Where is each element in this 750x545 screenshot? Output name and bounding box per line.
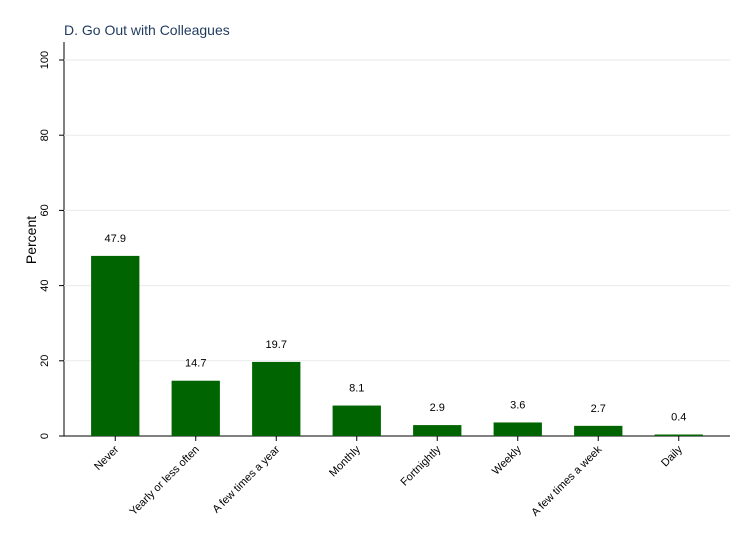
bar (91, 255, 140, 436)
bar (252, 361, 301, 436)
y-tick-label: 60 (39, 204, 51, 216)
bar (332, 405, 381, 436)
y-tick-label: 40 (39, 279, 51, 291)
value-label: 3.6 (510, 399, 525, 411)
value-label: 19.7 (266, 339, 287, 351)
value-label: 47.9 (105, 233, 126, 245)
y-axis-label: Percent (23, 216, 39, 264)
y-tick-label: 100 (39, 51, 51, 69)
bar (654, 434, 703, 436)
y-tick-label: 20 (39, 355, 51, 367)
y-tick-label: 80 (39, 129, 51, 141)
chart-title: D. Go Out with Colleagues (64, 22, 230, 38)
value-label: 2.9 (430, 402, 445, 414)
value-label: 14.7 (185, 358, 206, 370)
bar (574, 425, 623, 436)
value-label: 8.1 (349, 383, 364, 395)
bar (413, 425, 462, 436)
bar (171, 380, 220, 436)
value-label: 0.4 (671, 411, 686, 423)
y-tick-label: 0 (39, 433, 51, 439)
value-label: 2.7 (591, 403, 606, 415)
bar (493, 422, 542, 436)
